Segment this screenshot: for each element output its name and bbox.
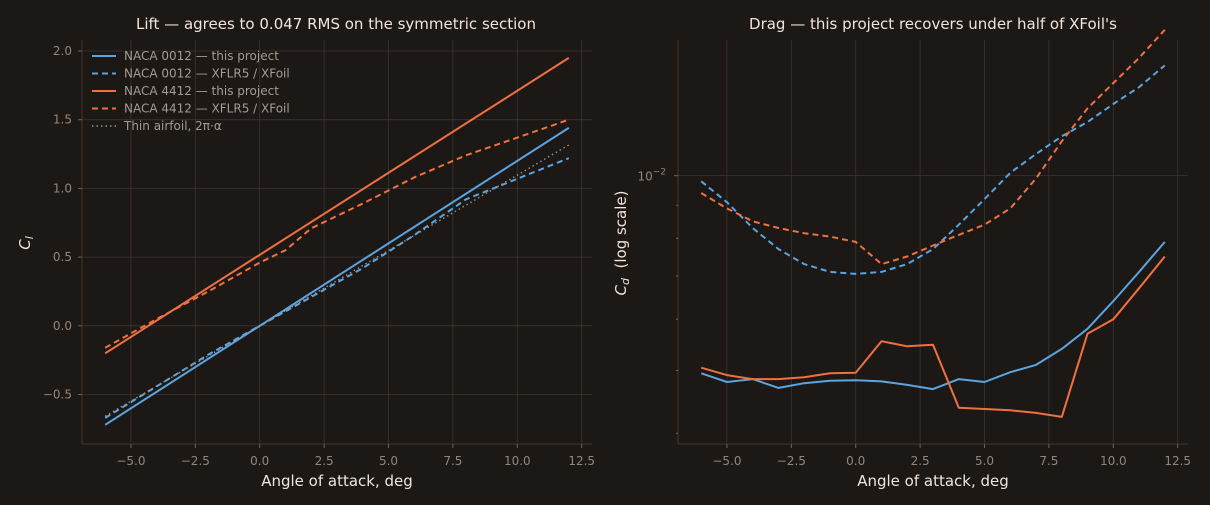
drag-y-axis-label: Cd (log scale): [612, 191, 632, 296]
x-tick-label: −2.5: [777, 454, 806, 468]
legend-label: NACA 0012 — XFLR5 / XFoil: [124, 67, 290, 81]
x-tick-label: 10.0: [1100, 454, 1127, 468]
y-tick-label: 2.0: [53, 44, 72, 58]
drag-chart-title: Drag — this project recovers under half …: [749, 15, 1117, 33]
y-tick-label: 1.5: [53, 113, 72, 127]
series-line: [700, 29, 1166, 266]
x-tick-label: 0.0: [846, 454, 865, 468]
series-line: [700, 241, 1166, 391]
lift-chart-title: Lift — agrees to 0.047 RMS on the symmet…: [136, 15, 536, 33]
x-tick-label: 12.5: [1164, 454, 1191, 468]
lift-legend: NACA 0012 — this project NACA 0012 — XFLR…: [92, 49, 290, 133]
drag-y-tick-label: 10−2: [637, 168, 666, 184]
series-line: [700, 64, 1166, 275]
x-tick-label: 12.5: [568, 454, 595, 468]
x-tick-label: 2.5: [315, 454, 334, 468]
y-tick-label: 0.5: [53, 250, 72, 264]
legend-label: NACA 0012 — this project: [124, 49, 279, 63]
lift-x-ticks: −5.0 −2.5 0.0 2.5 5.0 7.5 10.0 12.5: [116, 444, 595, 468]
x-tick-label: −5.0: [116, 454, 145, 468]
drag-chart: Drag — this project recovers under half …: [612, 15, 1191, 490]
y-tick-label: 1.0: [53, 181, 72, 195]
lift-x-axis-label: Angle of attack, deg: [261, 472, 413, 490]
x-tick-label: 5.0: [379, 454, 398, 468]
x-tick-label: 7.5: [1039, 454, 1058, 468]
legend-label: NACA 4412 — this project: [124, 84, 279, 98]
series-line: [700, 255, 1166, 418]
x-tick-label: 5.0: [975, 454, 994, 468]
x-tick-label: 10.0: [504, 454, 531, 468]
lift-y-axis-label: Cl: [16, 236, 36, 250]
lift-series: [104, 57, 570, 426]
x-tick-label: 7.5: [443, 454, 462, 468]
lift-grid: [82, 40, 592, 444]
y-tick-label: 0.0: [53, 319, 72, 333]
drag-x-ticks: −5.0 −2.5 0.0 2.5 5.0 7.5 10.0 12.5: [712, 444, 1191, 468]
x-tick-label: −5.0: [712, 454, 741, 468]
lift-y-ticks: −0.5 0.0 0.5 1.0 1.5 2.0: [43, 44, 82, 402]
drag-y-ticks: 10−2: [637, 168, 678, 434]
series-line: [104, 127, 570, 426]
drag-grid: [678, 40, 1188, 444]
legend-label: NACA 4412 — XFLR5 / XFoil: [124, 102, 290, 116]
y-tick-label: −0.5: [43, 388, 72, 402]
legend-label: Thin airfoil, 2π·α: [123, 119, 222, 133]
x-tick-label: 2.5: [911, 454, 930, 468]
drag-series: [700, 29, 1166, 418]
x-tick-label: −2.5: [181, 454, 210, 468]
x-tick-label: 0.0: [250, 454, 269, 468]
drag-x-axis-label: Angle of attack, deg: [857, 472, 1009, 490]
series-line: [104, 57, 570, 355]
lift-chart: Lift — agrees to 0.047 RMS on the symmet…: [16, 15, 595, 490]
